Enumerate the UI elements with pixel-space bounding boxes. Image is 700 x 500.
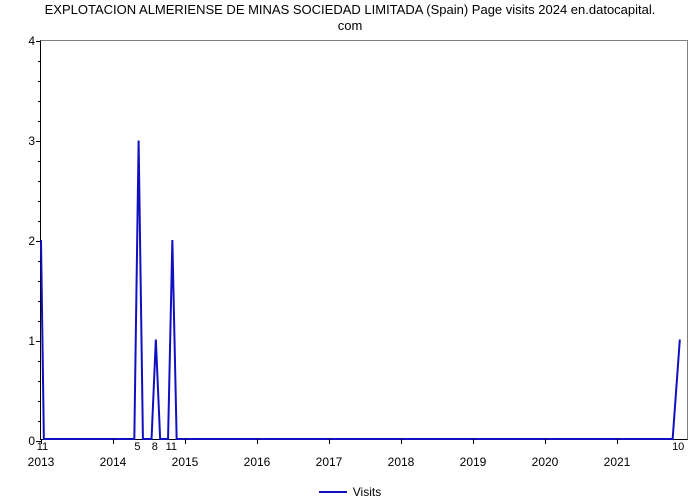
title-line-1: EXPLOTACION ALMERIENSE DE MINAS SOCIEDAD… bbox=[45, 2, 656, 17]
y-axis-minor-tick bbox=[38, 381, 41, 382]
title-line-2: com bbox=[338, 18, 363, 33]
data-point-label: 5 bbox=[134, 439, 140, 453]
x-axis-tick bbox=[257, 439, 258, 444]
y-axis-minor-tick bbox=[38, 61, 41, 62]
y-axis-tick bbox=[36, 241, 41, 242]
x-axis-tick bbox=[185, 439, 186, 444]
legend-label: Visits bbox=[353, 485, 381, 499]
visits-line bbox=[41, 141, 680, 440]
x-axis-tick bbox=[329, 439, 330, 444]
y-axis-minor-tick bbox=[38, 121, 41, 122]
y-axis-minor-tick bbox=[38, 81, 41, 82]
data-point-label: 11 bbox=[37, 439, 48, 453]
y-axis-minor-tick bbox=[38, 201, 41, 202]
y-axis-minor-tick bbox=[38, 401, 41, 402]
x-axis-tick bbox=[473, 439, 474, 444]
y-axis-tick bbox=[36, 41, 41, 42]
y-axis-minor-tick bbox=[38, 281, 41, 282]
y-axis-minor-tick bbox=[38, 361, 41, 362]
x-axis-tick bbox=[401, 439, 402, 444]
chart-container: EXPLOTACION ALMERIENSE DE MINAS SOCIEDAD… bbox=[0, 0, 700, 500]
x-axis-tick bbox=[545, 439, 546, 444]
line-series bbox=[41, 41, 687, 439]
y-axis-minor-tick bbox=[38, 321, 41, 322]
y-axis-tick bbox=[36, 341, 41, 342]
y-axis-minor-tick bbox=[38, 261, 41, 262]
y-axis-minor-tick bbox=[38, 301, 41, 302]
x-axis-tick bbox=[617, 439, 618, 444]
legend: Visits bbox=[0, 484, 700, 499]
y-axis-minor-tick bbox=[38, 161, 41, 162]
chart-title: EXPLOTACION ALMERIENSE DE MINAS SOCIEDAD… bbox=[0, 2, 700, 33]
y-axis-minor-tick bbox=[38, 221, 41, 222]
y-axis-tick bbox=[36, 141, 41, 142]
plot-area: 0123420132014201520162017201820192020202… bbox=[40, 40, 688, 440]
y-axis-minor-tick bbox=[38, 181, 41, 182]
y-axis-minor-tick bbox=[38, 101, 41, 102]
data-point-label: 11 bbox=[166, 439, 177, 453]
data-point-label: 10 bbox=[672, 439, 684, 453]
legend-swatch bbox=[319, 491, 347, 493]
data-point-label: 8 bbox=[152, 439, 158, 453]
y-axis-minor-tick bbox=[38, 421, 41, 422]
x-axis-tick bbox=[113, 439, 114, 444]
